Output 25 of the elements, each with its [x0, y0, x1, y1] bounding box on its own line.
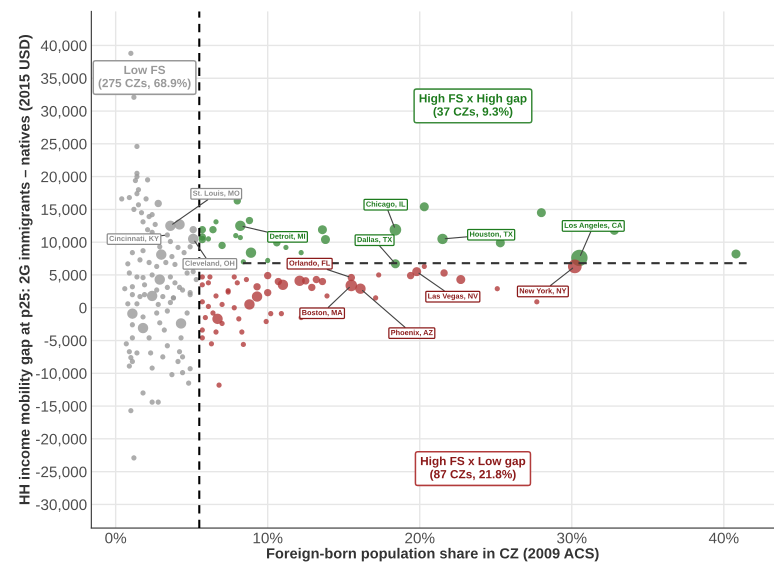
y-tick-label: 5,000: [50, 270, 87, 282]
x-tick-label: 20%: [405, 532, 434, 544]
x-tick-label: 30%: [557, 532, 587, 544]
y-tick-label: 20,000: [41, 171, 87, 184]
y-tick-label: 25,000: [41, 138, 87, 152]
annotation: High FS x Low gap (87 CZs, 21.8%): [420, 456, 526, 481]
y-tick-label: -20,000: [36, 434, 87, 446]
x-tick-label: 10%: [254, 532, 282, 544]
y-tick-label: 0: [79, 302, 87, 314]
x-tick-label: 40%: [708, 532, 739, 544]
y-tick-label: -30,000: [36, 499, 87, 512]
annotation: Low FS (275 CZs, 68.9%): [98, 66, 191, 90]
y-tick-label: -15,000: [36, 400, 87, 414]
annotation: High FS x High gap (37 CZs, 9.3%): [420, 94, 527, 118]
y-tick-label: 40,000: [40, 40, 87, 53]
y-tick-label: 30,000: [41, 106, 87, 119]
x-tick-label: 0%: [105, 532, 126, 544]
y-tick-label: -10,000: [36, 368, 87, 381]
y-tick-label: 35,000: [41, 73, 87, 86]
y-tick-label: 10,000: [42, 237, 87, 250]
y-tick-label: 15,000: [42, 204, 87, 217]
x-axis-title: Foreign-born population share in CZ (2009 ACS): [267, 548, 599, 562]
y-tick-label: -25,000: [36, 466, 87, 480]
y-axis-title: HH income mobility gap at p25: 2G immigrants – natives (2015 USD): [18, 34, 33, 504]
y-tick-label: -5,000: [44, 335, 87, 348]
